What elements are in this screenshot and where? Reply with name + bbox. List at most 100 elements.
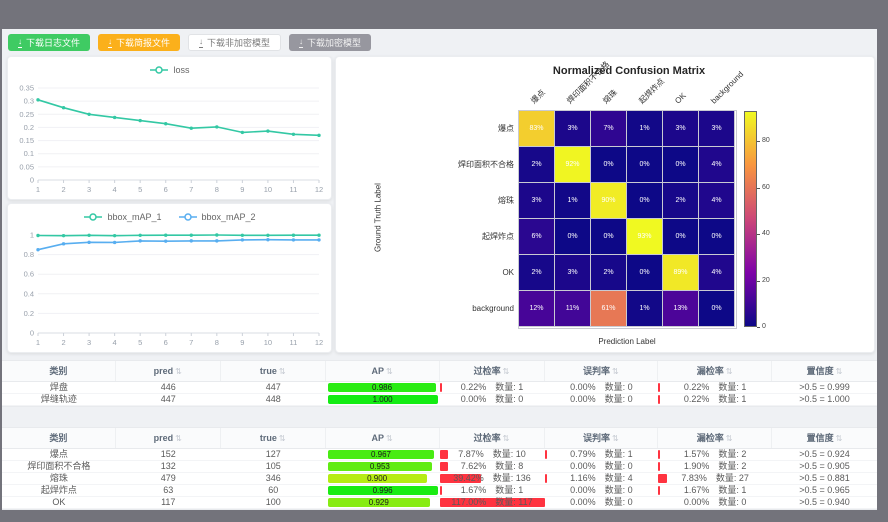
data-point [291,132,296,136]
ap-bar: 0.953 [327,462,432,471]
rate-count: 数量: 1 [495,382,524,392]
heatmap-cell: 13% [663,291,699,327]
x-axis-tick-label: 6 [164,338,168,347]
confidence-cell: >0.5 = 0.905 [799,461,850,471]
sort-icon[interactable]: ⇅ [835,434,843,443]
data-point [317,238,321,242]
rate-count: 数量: 4 [604,473,633,483]
y-axis-tick-label: 0.35 [19,84,34,93]
rate-count: 数量: 8 [495,461,524,471]
heatmap-cell: 4% [699,147,735,183]
download-encrypted-model-button[interactable]: ↓ 下载加密模型 [289,34,372,51]
rate-value: 0.00% [570,497,596,507]
miss-rate-cell: 1.90% 数量: 2 [658,461,772,472]
x-axis-tick-label: 8 [215,185,219,194]
class-name-cell: 焊盘 [49,382,68,392]
heatmap-cell: 12% [519,291,555,327]
class-name-cell: 焊印面积不合格 [27,461,91,471]
heatmap-cell: 61% [591,291,627,327]
overdetect-rate-cell: 0.00% 数量: 0 [440,394,545,405]
sort-icon[interactable]: ⇅ [278,434,286,443]
download-log-button[interactable]: ↓ 下载日志文件 [8,34,91,51]
misjudge-rate-cell: 0.00% 数量: 0 [545,461,659,472]
heatmap-cell: 3% [555,111,591,147]
colorbar-tick-label: 0 [762,323,766,330]
overdetect-rate-cell: 39.42% 数量: 136 [439,473,545,484]
miss-rate-cell: 0.22% 数量: 1 [658,382,772,393]
rate-value: 1.57% [683,449,710,459]
y-axis-tick-label: 0.15 [19,136,34,145]
column-header-label: 漏检率 [696,366,724,376]
rate-bar [439,383,442,392]
sort-icon[interactable]: ⇅ [612,434,619,443]
rate-value: 0.22% [683,382,710,392]
column-header-label: 置信度 [806,366,834,376]
sort-icon[interactable]: ⇅ [175,367,182,376]
rate-count: 数量: 1 [495,485,524,495]
legend-label: bbox_mAP_1 [107,212,162,222]
rate-bar [544,474,547,483]
sort-icon[interactable]: ⇅ [386,434,393,443]
heatmap-y-label: 起焊炸点 [482,232,514,241]
legend-item[interactable]: bbox_mAP_1 [83,212,162,222]
rate-value: 0.00% [570,485,596,495]
heatmap-cell: 0% [591,219,627,255]
sort-icon[interactable]: ⇅ [278,367,286,376]
colorbar-tick-label: 80 [762,137,770,145]
heatmap-ylabel: Ground Truth Label [373,183,383,252]
sort-icon[interactable]: ⇅ [725,367,733,376]
rate-count: 数量: 0 [604,461,633,471]
heatmap-cell: 0% [699,291,735,327]
legend-marker-icon [84,213,103,221]
confusion-matrix-card: Normalized Confusion Matrix 83% 3% 7% 1% 3% 3… [335,56,875,353]
download-report-button[interactable]: ↓ 下载简报文件 [98,34,181,51]
data-point [138,239,142,243]
column-header-label: 过检率 [473,433,501,443]
sort-icon[interactable]: ⇅ [175,434,182,443]
rate-value: 0.00% [683,497,710,507]
colorbar-tick [757,141,760,143]
rate-bar [658,450,661,459]
y-axis-tick-label: 0.4 [24,289,34,298]
rate-count: 数量: 1 [604,449,633,459]
sort-icon[interactable]: ⇅ [502,434,510,443]
data-point [266,129,270,133]
x-axis-tick-label: 8 [215,338,219,347]
legend-label: loss [173,65,190,75]
y-axis-tick-label: 0 [30,176,34,185]
metrics-table: 类别 pred ⇅ true ⇅ AP ⇅ 过检率 ⇅ 误判率 ⇅ 漏检率 ⇅ 置信度 ⇅ 焊盘 446 447 0… [2,360,877,407]
pred-cell: 132 [160,461,176,471]
metrics-tables: 类别 pred ⇅ true ⇅ AP ⇅ 过检率 ⇅ 误判率 ⇅ 漏检率 ⇅ 置信度 ⇅ 焊盘 446 447 0… [2,360,877,522]
colorbar-tick [757,280,760,282]
heatmap-cell: 3% [519,183,555,219]
heatmap-cell: 0% [627,255,663,291]
sort-icon[interactable]: ⇅ [502,367,510,376]
x-axis-tick-label: 9 [240,185,244,194]
colorbar-tick-label: 60 [762,183,770,191]
rate-count: 数量: 27 [715,473,749,483]
misjudge-rate-cell: 0.79% 数量: 1 [544,449,659,460]
heatmap-cell: 0% [663,147,699,183]
sort-icon[interactable]: ⇅ [386,367,393,376]
download-unencrypted-model-button[interactable]: ↓ 下载非加密模型 [188,34,282,51]
class-name-cell: OK [52,497,66,507]
x-axis-tick-label: 4 [113,185,117,194]
sort-icon[interactable]: ⇅ [725,434,733,443]
x-axis-tick-label: 3 [87,185,91,194]
sort-icon[interactable]: ⇅ [835,367,843,376]
heatmap-y-label: 熔珠 [498,196,514,205]
miss-rate-cell: 1.67% 数量: 1 [658,485,772,496]
x-axis-tick-label: 1 [36,185,40,194]
legend-item[interactable]: loss [149,65,190,75]
ap-bar: 0.929 [327,498,430,507]
series-line [37,234,319,237]
legend-item[interactable]: bbox_mAP_2 [178,212,256,222]
rate-bar [439,462,448,471]
data-point [215,125,219,129]
rate-count: 数量: 2 [718,461,747,471]
sort-icon[interactable]: ⇅ [612,367,619,376]
table-row: OK 117 100 0.929 117.00% 数量: 117 0.00% 数量: 0 0.0… [2,497,877,509]
heatmap-cell: 0% [555,219,591,255]
heatmap-cell: 4% [699,183,735,219]
